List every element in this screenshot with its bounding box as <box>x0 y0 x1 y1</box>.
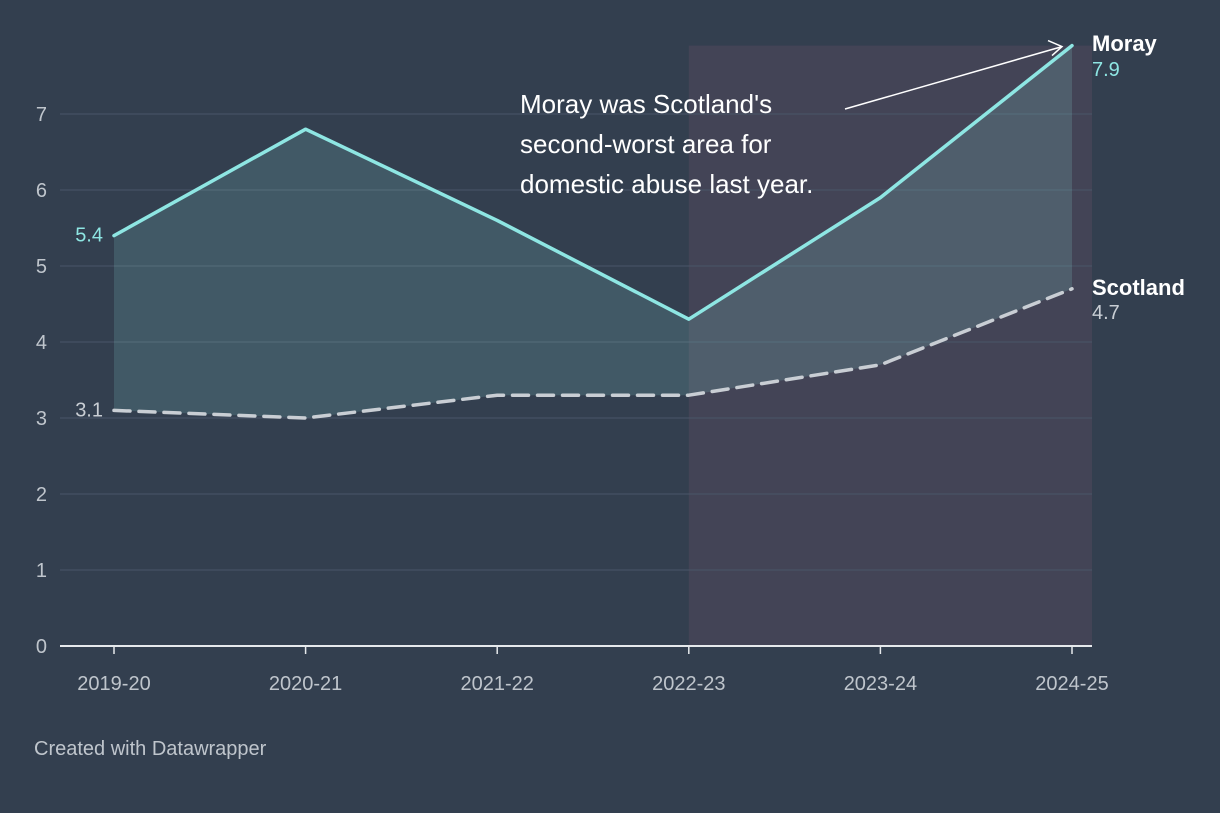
x-tick-label: 2024-25 <box>1035 673 1108 695</box>
y-tick-label: 4 <box>36 332 47 354</box>
annotation-arrowhead <box>1047 39 1064 57</box>
series-line-moray <box>112 43 1074 321</box>
x-tick-label: 2021-22 <box>460 673 533 695</box>
start-label-scotland: 3.1 <box>75 399 103 421</box>
annotation-text-line: Moray was Scotland's <box>520 89 772 119</box>
start-label-moray: 5.4 <box>75 225 103 247</box>
y-tick-label: 6 <box>36 180 47 202</box>
difference-area <box>114 45 1072 418</box>
end-label-scotland-name: Scotland <box>1092 275 1185 300</box>
end-label-moray-name: Moray <box>1092 31 1158 56</box>
y-tick-label: 7 <box>36 104 47 126</box>
footer-credit: Created with Datawrapper <box>34 738 267 760</box>
end-label-moray-value: 7.9 <box>1092 59 1120 81</box>
annotation-text-line: domestic abuse last year. <box>520 169 813 199</box>
highlight-region <box>688 45 1092 647</box>
x-tick-label: 2020-21 <box>269 673 342 695</box>
x-tick-label: 2022-23 <box>652 673 725 695</box>
y-tick-label: 5 <box>36 256 47 278</box>
y-tick-label: 1 <box>36 560 47 582</box>
y-tick-label: 2 <box>36 484 47 506</box>
x-tick-label: 2023-24 <box>844 673 917 695</box>
y-tick-label: 0 <box>36 636 47 658</box>
annotation-arrow-line <box>844 45 1063 110</box>
y-tick-label: 3 <box>36 408 47 430</box>
end-label-scotland-value: 4.7 <box>1092 302 1120 324</box>
series-line-scotland <box>112 287 1074 420</box>
x-tick-label: 2019-20 <box>77 673 150 695</box>
annotation-text-line: second-worst area for <box>520 129 772 159</box>
